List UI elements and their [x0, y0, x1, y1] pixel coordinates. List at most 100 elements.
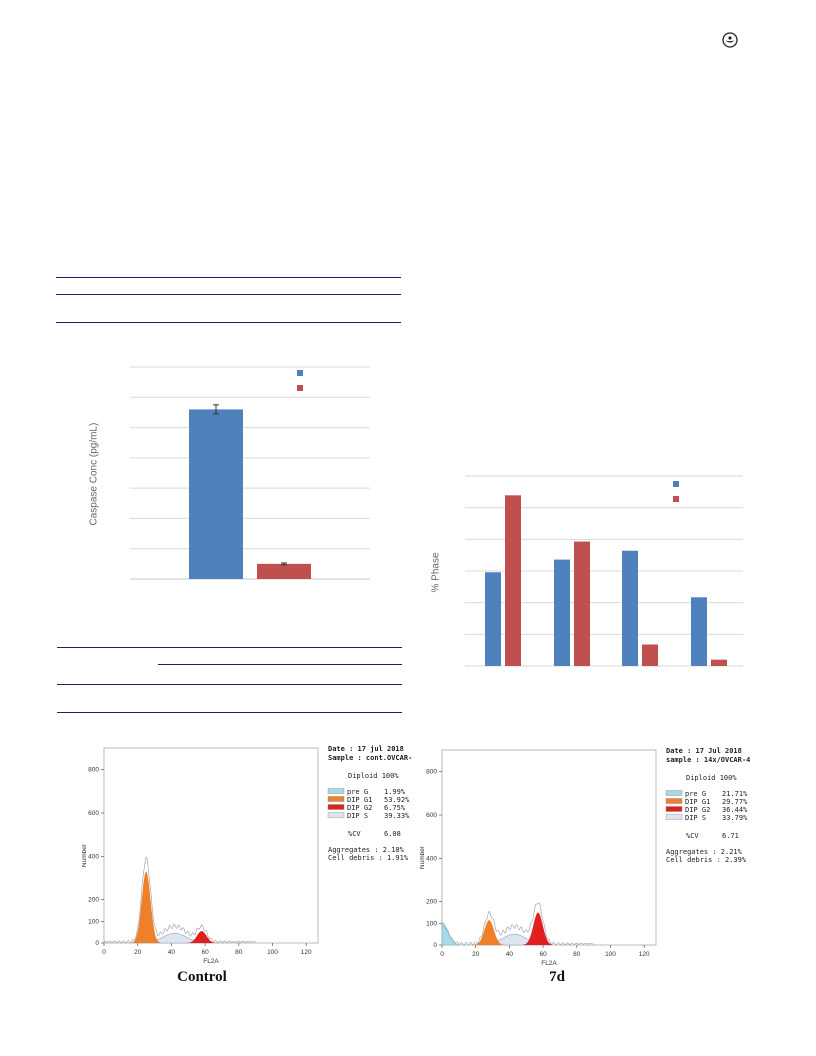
flow-caption-7d: 7d [549, 969, 565, 985]
flow-aggregates: Aggregates : 2.18% [328, 846, 405, 854]
flow-plot-frame [441, 749, 657, 946]
flow-legend-swatch [665, 806, 683, 812]
table2-rule-bottom [57, 712, 402, 713]
table2-rule-top [57, 647, 402, 648]
flow-xtick-label: 0 [440, 951, 444, 958]
flow-ytick-label: 400 [426, 855, 437, 862]
flow-xtick-label: 80 [573, 951, 581, 958]
flow-legend-swatch [327, 812, 345, 818]
publisher-logo-icon [722, 32, 738, 48]
caspase-legend-swatch [297, 385, 303, 391]
flow-date: Date : 17 jul 2018 [328, 745, 404, 753]
flow-xtick-label: 60 [539, 951, 547, 958]
flow-plot-frame [103, 747, 319, 944]
phase-legend-swatch [673, 481, 679, 487]
flow-legend-value: 36.44% [722, 806, 748, 814]
flow-ytick-label: 200 [88, 897, 99, 904]
flow-xlabel: FL2A [541, 960, 557, 967]
flow-dip-g1-area [474, 920, 505, 945]
flow-dip-g2-area [186, 931, 217, 943]
flow-ytick-label: 0 [95, 940, 99, 947]
caspase-bar [257, 563, 311, 579]
flow-histogram-outline [103, 856, 256, 944]
flow-ytick-label: 600 [426, 812, 437, 819]
flow-ytick-label: 800 [88, 767, 99, 774]
caspase-ylabel: Caspase Conc (pg/mL) [88, 422, 100, 526]
phase-bar [505, 495, 521, 666]
phase-ylabel: % Phase [430, 552, 442, 593]
phase-legend-swatch [673, 496, 679, 502]
flow-ytick-label: 400 [88, 853, 99, 860]
flow-dip-g2-area [522, 912, 554, 945]
phase-bar [711, 659, 727, 666]
flow-debris: Cell debris : 2.39% [666, 856, 747, 864]
phase-bar [622, 550, 638, 666]
flow-ytick-label: 600 [88, 810, 99, 817]
flow-legend-value: 33.79% [722, 814, 748, 822]
flow-dip-g1-area [132, 871, 161, 943]
flow-panel-7d: 0 100 200 400 600 800 0 20 40 60 80 100 120 FL2A Numbe… [420, 747, 750, 967]
flow-xtick-label: 80 [235, 949, 243, 956]
flow-ytick-label: 100 [426, 920, 437, 927]
phase-bar [485, 572, 501, 666]
flow-xtick-label: 100 [605, 951, 616, 958]
phase-chart [465, 475, 743, 667]
flow-ytick-label: 200 [426, 899, 437, 906]
table1-rule-mid [56, 294, 401, 295]
flow-legend-name: DIP S [347, 812, 368, 820]
flow-panel-control: 0 100 200 400 600 800 0 20 40 60 80 100 120 FL2A Numbe… [82, 745, 412, 965]
table2-rule-sub [158, 664, 402, 665]
flow-legend-swatch [665, 790, 683, 796]
flow-legend-swatch [665, 798, 683, 804]
flow-caption-control: Control [177, 969, 227, 985]
flow-legend-name: DIP G1 [685, 798, 710, 806]
flow-legend-value: 39.33% [384, 812, 410, 820]
table1-rule-bottom [56, 322, 401, 323]
flow-xtick-label: 120 [301, 949, 312, 956]
flow-xtick-label: 100 [267, 949, 278, 956]
flow-legend-name: DIP G1 [347, 796, 372, 804]
flow-legend-value: 53.92% [384, 796, 410, 804]
flow-xtick-label: 120 [639, 951, 650, 958]
flow-xtick-label: 40 [168, 949, 176, 956]
flow-legend-name: DIP G2 [347, 804, 372, 812]
flow-xtick-label: 20 [134, 949, 142, 956]
caspase-chart [130, 366, 370, 580]
flow-ytick-label: 0 [433, 942, 437, 949]
caspase-legend-swatch [297, 370, 303, 376]
table1-rule-top [56, 277, 401, 278]
flow-legend-swatch [327, 788, 345, 794]
table2-rule-mid [57, 684, 402, 685]
flow-aggregates: Aggregates : 2.21% [666, 848, 743, 856]
flow-xlabel: FL2A [203, 958, 219, 965]
flow-cv-label: %CV [348, 830, 361, 838]
flow-legend-name: pre G [685, 790, 706, 798]
flow-xtick-label: 40 [506, 951, 514, 958]
flow-debris: Cell debris : 1.91% [328, 854, 409, 862]
flow-legend-swatch [665, 814, 683, 820]
flow-legend-value: 21.71% [722, 790, 748, 798]
flow-diploid: Diploid 100% [348, 772, 399, 780]
flow-xtick-label: 0 [102, 949, 106, 956]
flow-sample: Sample : cont.OVCAR-4 [328, 754, 412, 762]
phase-bar [642, 644, 658, 666]
flow-legend-swatch [327, 804, 345, 810]
phase-bar [574, 541, 590, 666]
flow-sample: sample : 14x/OVCAR-4 [666, 756, 750, 764]
caspase-bar [189, 409, 243, 579]
flow-ylabel: Number [420, 845, 426, 869]
phase-bar [691, 597, 707, 666]
flow-ytick-label: 100 [88, 918, 99, 925]
flow-legend-name: DIP G2 [685, 806, 710, 814]
flow-legend-name: DIP S [685, 814, 706, 822]
flow-xtick-label: 20 [472, 951, 480, 958]
flow-legend-name: pre G [347, 788, 368, 796]
flow-legend-value: 1.99% [384, 788, 406, 796]
flow-histogram-outline [441, 902, 594, 946]
flow-legend-value: 29.77% [722, 798, 748, 806]
flow-legend-swatch [327, 796, 345, 802]
flow-xtick-label: 60 [201, 949, 209, 956]
flow-cv-value: 6.71 [722, 832, 739, 840]
flow-ylabel: Number [82, 843, 88, 867]
flow-date: Date : 17 Jul 2018 [666, 747, 742, 755]
